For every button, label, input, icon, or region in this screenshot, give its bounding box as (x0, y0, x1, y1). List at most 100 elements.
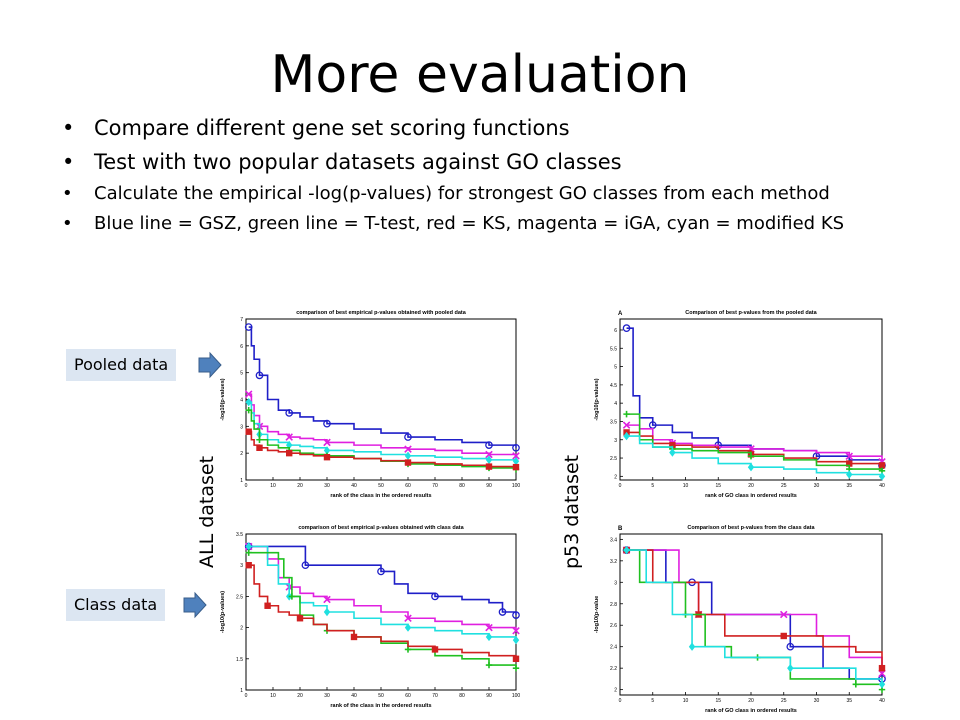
x-tick-label: 20 (297, 693, 303, 699)
y-tick-label: 2.4 (610, 645, 617, 651)
x-tick-label: 40 (351, 483, 357, 489)
x-tick-label: 100 (512, 693, 521, 699)
x-tick-label: 50 (378, 693, 384, 699)
bullet-item: Test with two popular datasets against G… (62, 149, 922, 175)
y-tick-label: 7 (240, 317, 243, 323)
series-line (626, 549, 883, 685)
x-tick-label: 0 (619, 698, 622, 704)
chart-all-pooled: comparison of best empirical p-values ob… (214, 305, 524, 500)
y-tick-label: 6 (614, 328, 617, 334)
series-line (248, 545, 517, 631)
y-tick-label: 1 (240, 478, 243, 484)
y-tick-label: 2.8 (610, 602, 617, 608)
chart-title: Comparison of best p-values from the poo… (685, 310, 817, 316)
x-tick-label: 20 (748, 698, 754, 704)
x-tick-label: 80 (459, 693, 465, 699)
series-line (248, 393, 517, 456)
series-line (248, 545, 517, 641)
x-tick-label: 35 (846, 483, 852, 489)
data-point (350, 633, 358, 641)
y-tick-label: 5.5 (610, 346, 617, 352)
x-tick-label: 5 (651, 698, 654, 704)
x-tick-label: 10 (683, 483, 689, 489)
x-tick-label: 90 (486, 693, 492, 699)
x-tick-label: 15 (715, 483, 721, 489)
data-point (404, 433, 412, 441)
y-tick-label: 3 (614, 580, 617, 586)
data-point (431, 646, 439, 653)
class-arrow-icon (183, 591, 207, 619)
y-tick-label: 5 (614, 365, 617, 371)
x-tick-label: 15 (715, 698, 721, 704)
x-tick-label: 60 (405, 693, 411, 699)
y-tick-label: 4.5 (610, 383, 617, 389)
chart-svg: comparison of best empirical p-values ob… (220, 525, 521, 709)
data-point (485, 661, 493, 669)
data-point (512, 611, 520, 619)
series-line (248, 545, 517, 616)
data-point (878, 680, 886, 689)
data-point (285, 409, 294, 417)
x-tick-label: 25 (781, 698, 787, 704)
y-tick-label: 2.6 (610, 623, 617, 629)
x-axis-label: rank of GO class in ordered results (705, 708, 797, 714)
y-tick-label: 5 (240, 371, 243, 377)
x-tick-label: 30 (324, 483, 330, 489)
pooled-arrow-icon (198, 351, 222, 379)
series (623, 410, 886, 475)
chart-svg: comparison of best empirical p-values ob… (220, 310, 520, 499)
data-point (485, 623, 493, 632)
data-point (512, 655, 520, 662)
data-point (245, 428, 252, 435)
y-axis-label: -log10(p-values) (220, 378, 226, 420)
series (245, 562, 520, 662)
series (244, 390, 520, 460)
data-point (622, 421, 631, 429)
data-point (878, 472, 886, 481)
data-point (377, 567, 385, 576)
data-point (255, 371, 264, 380)
data-point (485, 450, 493, 459)
data-point (286, 449, 293, 457)
data-point (323, 607, 331, 617)
series-line (248, 401, 517, 462)
y-tick-label: 3.5 (610, 419, 617, 425)
data-point (431, 592, 439, 601)
y-tick-label: 2.2 (610, 666, 617, 672)
data-point (404, 646, 412, 653)
y-tick-label: 2 (240, 626, 243, 632)
data-point (288, 593, 296, 600)
y-axis-label: -log10(p-values) (220, 591, 226, 633)
data-point (485, 455, 493, 465)
data-point (245, 397, 252, 407)
data-point (669, 442, 676, 449)
x-tick-label: 5 (651, 483, 654, 489)
series (245, 428, 520, 471)
data-point (323, 595, 331, 604)
data-point (878, 669, 886, 678)
data-point (846, 470, 853, 479)
data-point (285, 433, 293, 441)
y-tick-label: 4 (240, 398, 243, 404)
data-point (780, 632, 787, 640)
series (244, 323, 520, 452)
x-tick-label: 30 (814, 483, 820, 489)
bullet-item: Calculate the empirical -log(p-values) f… (62, 183, 922, 205)
x-tick-label: 30 (814, 698, 820, 704)
y-tick-label: 3 (240, 424, 243, 430)
x-tick-label: 0 (619, 483, 622, 489)
data-point (846, 460, 853, 467)
y-tick-label: 3.2 (610, 559, 617, 565)
slide-title: More evaluation (270, 45, 690, 105)
x-axis-label: rank of GO class in ordered results (705, 493, 797, 499)
series-line (626, 435, 883, 477)
x-tick-label: 70 (432, 483, 438, 489)
y-tick-label: 3 (614, 438, 617, 444)
data-point (878, 462, 886, 469)
data-point (264, 602, 271, 609)
panel-letter: A (618, 311, 623, 317)
data-point (485, 463, 493, 470)
data-point (244, 323, 253, 331)
x-tick-label: 35 (846, 698, 852, 704)
data-point (256, 444, 263, 451)
